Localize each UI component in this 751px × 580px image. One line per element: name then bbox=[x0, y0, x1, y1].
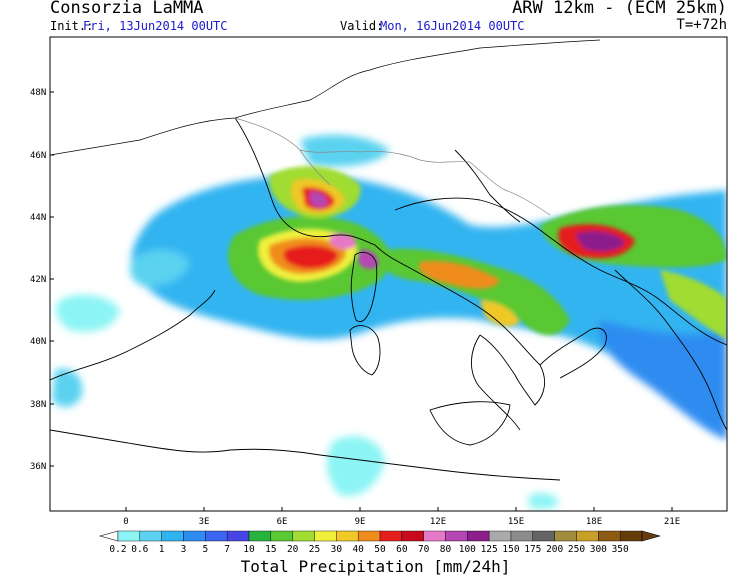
colorbar-swatch bbox=[401, 530, 424, 542]
lon-label: 0 bbox=[123, 517, 128, 527]
colorbar-swatch bbox=[314, 530, 337, 542]
colorbar-swatch bbox=[139, 530, 162, 542]
lat-label: 38N bbox=[30, 400, 46, 410]
lat-label: 40N bbox=[30, 337, 46, 347]
colorbar-swatch bbox=[379, 530, 403, 542]
colorbar: 0.2 0.6 1 3 5 7 10 15 20 25 30 40 50 60 70 80 100 125 150 1… bbox=[98, 530, 662, 555]
colorbar-swatch bbox=[161, 530, 184, 542]
colorbar-level-label: 0.2 bbox=[109, 544, 126, 555]
colorbar-swatch bbox=[292, 530, 315, 542]
colorbar-swatch bbox=[510, 530, 534, 542]
lon-axis: 0 3E 6E 9E 12E 15E 18E 21E bbox=[123, 507, 680, 527]
colorbar-level-label: 175 bbox=[524, 544, 541, 555]
colorbar-level-label: 300 bbox=[590, 544, 607, 555]
colorbar-level-label: 80 bbox=[440, 544, 452, 555]
colorbar-level-label: 50 bbox=[374, 544, 386, 555]
valid-value: Mon, 16Jun2014 00UTC bbox=[380, 19, 525, 33]
lat-axis: 48N 46N 44N 42N 40N 38N 36N bbox=[30, 88, 54, 472]
precip-field bbox=[52, 134, 727, 510]
colorbar-level-label: 125 bbox=[481, 544, 498, 555]
init-label: Init.: bbox=[50, 19, 94, 33]
colorbar-swatch bbox=[117, 530, 141, 542]
precip-high bbox=[258, 178, 635, 327]
model-title: ARW 12km - (ECM 25km) bbox=[512, 0, 727, 18]
colorbar-level-label: 20 bbox=[287, 544, 299, 555]
colorbar-swatch bbox=[554, 530, 577, 542]
map-frame bbox=[49, 36, 728, 512]
lat-label: 46N bbox=[30, 151, 46, 161]
colorbar-swatch bbox=[576, 530, 599, 542]
valid-label: Valid: bbox=[340, 19, 384, 33]
colorbar-swatch bbox=[445, 530, 468, 542]
lon-label: 15E bbox=[508, 517, 524, 527]
colorbar-level-label: 60 bbox=[396, 544, 408, 555]
colorbar-level-label: 150 bbox=[502, 544, 519, 555]
colorbar-level-label: 0.6 bbox=[131, 544, 148, 555]
colorbar-swatch bbox=[226, 530, 250, 542]
colorbar-swatch bbox=[205, 530, 228, 542]
lat-label: 44N bbox=[30, 213, 46, 223]
colorbar-level-label: 10 bbox=[243, 544, 255, 555]
colorbar-level-label: 1 bbox=[159, 544, 165, 555]
colorbar-level-label: 25 bbox=[309, 544, 320, 555]
lat-label: 42N bbox=[30, 275, 46, 285]
borders bbox=[234, 117, 551, 216]
colorbar-level-label: 3 bbox=[181, 544, 187, 555]
colorbar-swatch bbox=[488, 530, 512, 542]
lat-label: 48N bbox=[30, 88, 46, 98]
colorbar-swatch bbox=[467, 530, 490, 542]
colorbar-level-label: 15 bbox=[265, 544, 276, 555]
colorbar-swatch bbox=[598, 530, 621, 542]
coastlines bbox=[50, 39, 727, 481]
colorbar-level-label: 70 bbox=[418, 544, 430, 555]
lon-label: 18E bbox=[586, 517, 602, 527]
colorbar-swatch bbox=[183, 530, 206, 542]
colorbar-swatch bbox=[270, 530, 293, 542]
lon-label: 6E bbox=[277, 517, 288, 527]
colorbar-arrow-high bbox=[641, 530, 662, 542]
lon-label: 12E bbox=[430, 517, 446, 527]
colorbar-swatch bbox=[423, 530, 446, 542]
colorbar-level-label: 250 bbox=[568, 544, 585, 555]
colorbar-swatch bbox=[248, 530, 272, 542]
colorbar-swatch bbox=[336, 530, 359, 542]
colorbar-level-label: 7 bbox=[224, 544, 230, 555]
colorbar-level-label: 100 bbox=[459, 544, 476, 555]
colorbar-level-label: 40 bbox=[352, 544, 364, 555]
colorbar-level-label: 5 bbox=[202, 544, 208, 555]
lat-label: 36N bbox=[30, 462, 46, 472]
lon-label: 21E bbox=[664, 517, 680, 527]
colorbar-arrow-low bbox=[98, 530, 119, 542]
colorbar-swatch bbox=[357, 530, 381, 542]
colorbar-swatch bbox=[532, 530, 555, 542]
org-title: Consorzia LaMMA bbox=[50, 0, 204, 18]
lon-label: 3E bbox=[199, 517, 210, 527]
colorbar-level-label: 200 bbox=[546, 544, 563, 555]
colorbar-title: Total Precipitation [mm/24h] bbox=[240, 557, 511, 576]
lon-label: 9E bbox=[355, 517, 366, 527]
colorbar-level-label: 350 bbox=[612, 544, 629, 555]
colorbar-swatch bbox=[619, 530, 643, 542]
forecast-timestep: T=+72h bbox=[676, 17, 727, 33]
colorbar-level-label: 30 bbox=[331, 544, 343, 555]
init-value: Fri, 13Jun2014 00UTC bbox=[83, 19, 228, 33]
